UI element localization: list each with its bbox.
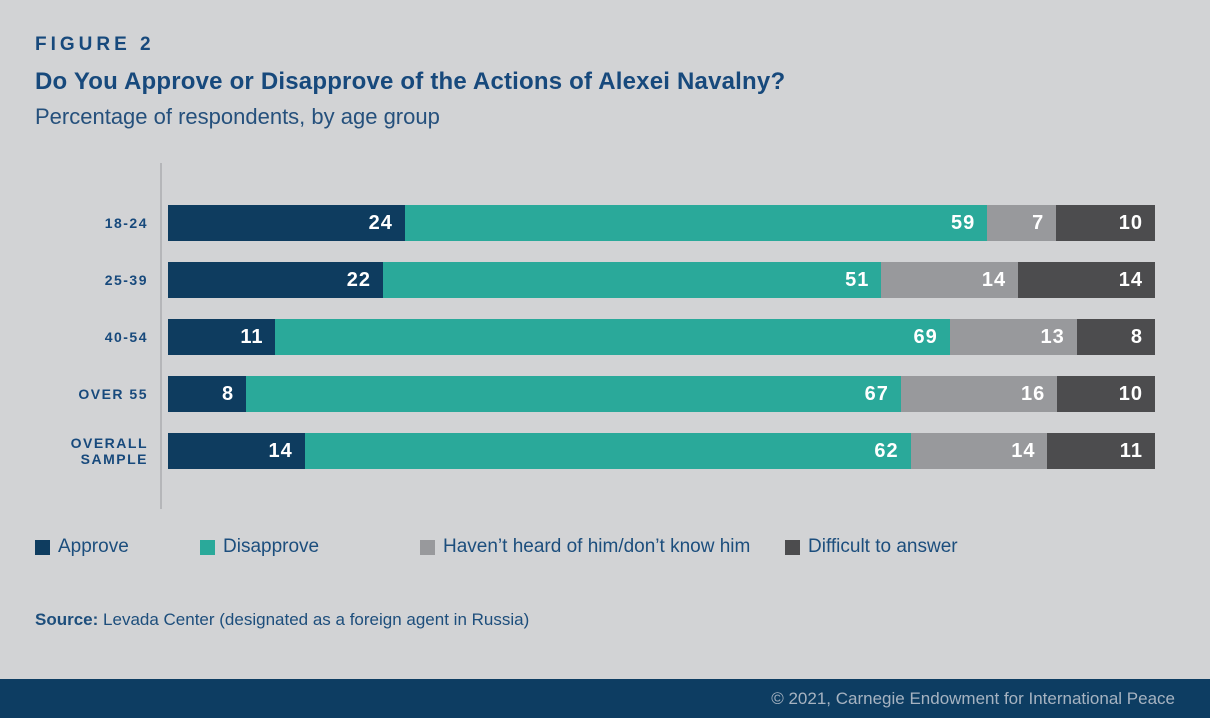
category-label: 18-24	[104, 214, 148, 231]
chart-row: 25-39 22 51 14 14	[20, 262, 1155, 298]
source-label: Source:	[35, 610, 99, 629]
stacked-bar: 24 59 7 10	[168, 205, 1155, 241]
category-label: OVER 55	[78, 385, 148, 402]
bar-value-label: 67	[864, 382, 889, 405]
legend-swatch-icon	[785, 539, 800, 555]
stacked-bar: 11 69 13 8	[168, 319, 1155, 355]
stacked-bar: 14 62 14 11	[168, 433, 1155, 469]
bar-value-label: 7	[1032, 211, 1045, 234]
bar-segment: 14	[910, 433, 1048, 469]
legend-item: Disapprove	[200, 536, 319, 558]
legend-label: Approve	[58, 536, 129, 557]
bar-value-label: 10	[1118, 211, 1143, 234]
legend-swatch-icon	[420, 539, 435, 555]
bar-segment: 8	[1076, 319, 1155, 355]
bar-value-label: 14	[268, 439, 293, 462]
legend-item: Approve	[35, 536, 129, 558]
source-line: Source: Levada Center (designated as a f…	[35, 610, 529, 630]
chart-title: Do You Approve or Disapprove of the Acti…	[35, 68, 786, 95]
legend-swatch-icon	[200, 539, 215, 555]
bar-segment: 11	[168, 319, 276, 355]
bar-value-label: 14	[1118, 268, 1143, 291]
category-label: 40-54	[104, 328, 148, 345]
bar-segment: 11	[1047, 433, 1155, 469]
source-text: Levada Center (designated as a foreign a…	[103, 610, 530, 629]
bar-value-label: 24	[368, 211, 393, 234]
bar-chart: 18-24 24 59 7 10 25-39 22 51 14 14 40-54 11 69 13 8 OVE…	[20, 205, 1155, 490]
bar-segment: 62	[304, 433, 911, 469]
copyright-text: © 2021, Carnegie Endowment for Internati…	[771, 688, 1175, 708]
legend-item: Difficult to answer	[785, 536, 958, 558]
category-label: OVERALL SAMPLE	[70, 434, 148, 467]
chart-row: 40-54 11 69 13 8	[20, 319, 1155, 355]
bar-value-label: 10	[1118, 382, 1143, 405]
bar-value-label: 16	[1021, 382, 1046, 405]
bar-segment: 51	[382, 262, 882, 298]
legend-item: Haven’t heard of him/don’t know him	[420, 536, 750, 558]
bar-value-label: 11	[240, 325, 264, 348]
bar-segment: 10	[1056, 205, 1155, 241]
bar-segment: 14	[1018, 262, 1155, 298]
bar-segment: 7	[987, 205, 1057, 241]
bar-value-label: 14	[1011, 439, 1036, 462]
figure-number-label: FIGURE 2	[35, 34, 155, 55]
bar-value-label: 14	[981, 268, 1007, 291]
chart-row: 18-24 24 59 7 10	[20, 205, 1155, 241]
legend-label: Difficult to answer	[808, 536, 958, 557]
bar-segment: 10	[1057, 376, 1155, 412]
bar-segment: 13	[949, 319, 1077, 355]
bar-value-label: 11	[1119, 439, 1143, 462]
chart-subtitle: Percentage of respondents, by age group	[35, 104, 440, 129]
bar-segment: 14	[881, 262, 1019, 298]
bar-segment: 22	[168, 262, 383, 298]
bar-value-label: 13	[1040, 325, 1065, 348]
bar-value-label: 8	[222, 382, 235, 405]
bar-value-label: 62	[874, 439, 899, 462]
legend-label: Haven’t heard of him/don’t know him	[443, 536, 751, 557]
bar-segment: 16	[900, 376, 1058, 412]
bar-segment: 14	[168, 433, 305, 469]
stacked-bar: 8 67 16 10	[168, 376, 1155, 412]
chart-legend: Approve Disapprove Haven’t heard of him/do…	[35, 536, 1175, 562]
bar-value-label: 51	[845, 268, 870, 291]
bar-segment: 69	[275, 319, 950, 355]
chart-row: OVER 55 8 67 16 10	[20, 376, 1155, 412]
figure-header: FIGURE 2 Do You Approve or Disapprove of…	[35, 34, 1175, 130]
bar-value-label: 69	[913, 325, 938, 348]
bar-value-label: 22	[346, 268, 371, 291]
bar-segment: 8	[168, 376, 247, 412]
bar-value-label: 59	[950, 211, 976, 234]
bar-segment: 67	[246, 376, 901, 412]
bar-segment: 24	[168, 205, 405, 241]
category-label: 25-39	[104, 271, 148, 288]
stacked-bar: 22 51 14 14	[168, 262, 1155, 298]
y-axis-line	[160, 163, 162, 509]
chart-row: OVERALL SAMPLE 14 62 14 11	[20, 433, 1155, 469]
bar-value-label: 8	[1130, 325, 1143, 348]
footer-bar: © 2021, Carnegie Endowment for Internati…	[0, 679, 1210, 718]
legend-label: Disapprove	[223, 536, 320, 557]
bar-segment: 59	[404, 205, 988, 241]
legend-swatch-icon	[35, 539, 50, 555]
